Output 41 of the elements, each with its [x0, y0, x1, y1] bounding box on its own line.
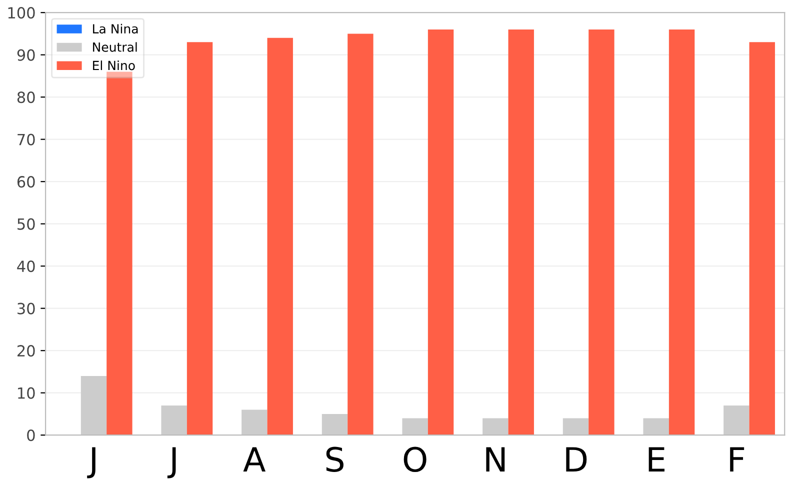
y-tick-label: 30	[18, 302, 35, 314]
bar	[161, 406, 187, 436]
legend-label: Neutral	[93, 42, 137, 52]
bar	[643, 418, 669, 436]
bar	[402, 418, 428, 436]
bar	[588, 29, 614, 436]
y-tick-label: 60	[17, 176, 35, 188]
x-tick-label: J	[87, 447, 96, 478]
bar	[724, 406, 750, 436]
legend-label: El Nino	[93, 60, 135, 70]
bar	[80, 376, 107, 436]
bar	[106, 72, 132, 436]
x-tick-label: D	[566, 447, 587, 472]
y-tick-label: 10	[18, 387, 35, 399]
bar	[348, 34, 374, 436]
y-tick-label: 90	[17, 49, 35, 61]
y-tick-label: 80	[17, 92, 35, 104]
x-tick-label: E	[648, 447, 664, 472]
y-tick-label: 40	[17, 260, 35, 272]
legend-label: La Nina	[93, 24, 138, 34]
x-tick-label: F	[730, 447, 744, 472]
bar	[508, 29, 534, 436]
x-tick-label: S	[326, 446, 344, 472]
bar	[186, 42, 213, 436]
bar	[267, 38, 293, 436]
y-tick-label: 100	[8, 7, 35, 19]
y-tick-label: 20	[18, 345, 35, 357]
bar	[322, 414, 348, 436]
bar	[562, 418, 589, 436]
bar	[482, 418, 508, 436]
x-tick-label: N	[486, 447, 505, 472]
x-tick-label: J	[167, 447, 176, 478]
bar	[428, 29, 454, 436]
y-tick-label: 70	[18, 134, 35, 146]
y-tick-label: 0	[27, 430, 35, 442]
x-tick-label: A	[243, 447, 266, 472]
x-tick-label: O	[404, 446, 426, 472]
bar	[242, 410, 268, 436]
bar	[668, 29, 695, 436]
y-tick-label: 50	[18, 218, 35, 230]
bar	[749, 42, 775, 436]
